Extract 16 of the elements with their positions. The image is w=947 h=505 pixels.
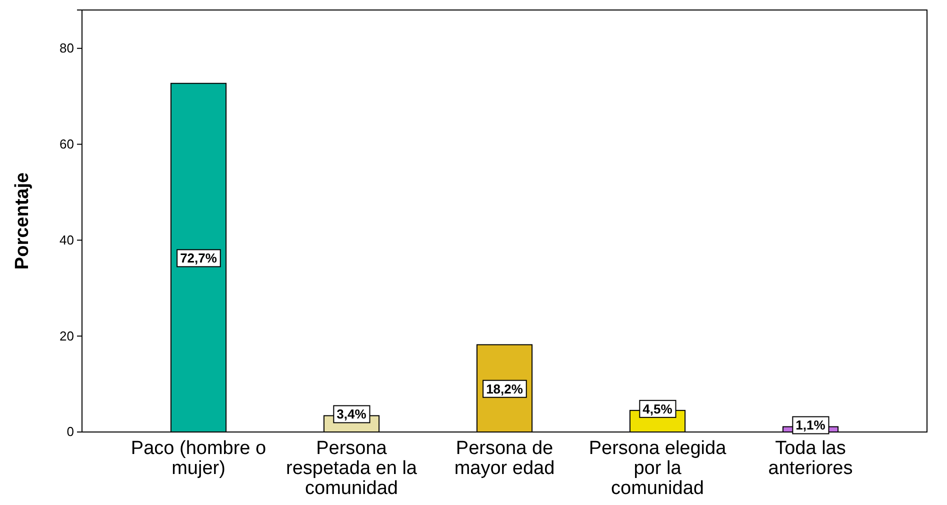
y-tick-label: 60 xyxy=(60,136,74,152)
x-tick-label: Toda las anteriores xyxy=(768,438,853,479)
y-tick-label: 80 xyxy=(60,40,74,56)
x-tick-label: Persona de mayor edad xyxy=(454,438,555,479)
x-tick-label: Paco (hombre o mujer) xyxy=(130,438,266,479)
data-label: 4,5% xyxy=(642,401,673,416)
y-tick-label: 20 xyxy=(60,328,74,344)
data-label: 18,2% xyxy=(486,381,524,396)
y-axis-title: Porcentaje xyxy=(12,172,33,270)
y-tick-label: 0 xyxy=(66,424,74,440)
data-label: 1,1% xyxy=(796,418,826,433)
y-tick-label: 40 xyxy=(60,232,74,248)
data-label: 3,4% xyxy=(336,406,367,422)
x-tick-label: Persona elegida por la comunidad xyxy=(588,438,727,499)
data-label: 72,7% xyxy=(180,250,218,266)
x-tick-label: Persona respetada en la comunidad xyxy=(286,438,418,499)
